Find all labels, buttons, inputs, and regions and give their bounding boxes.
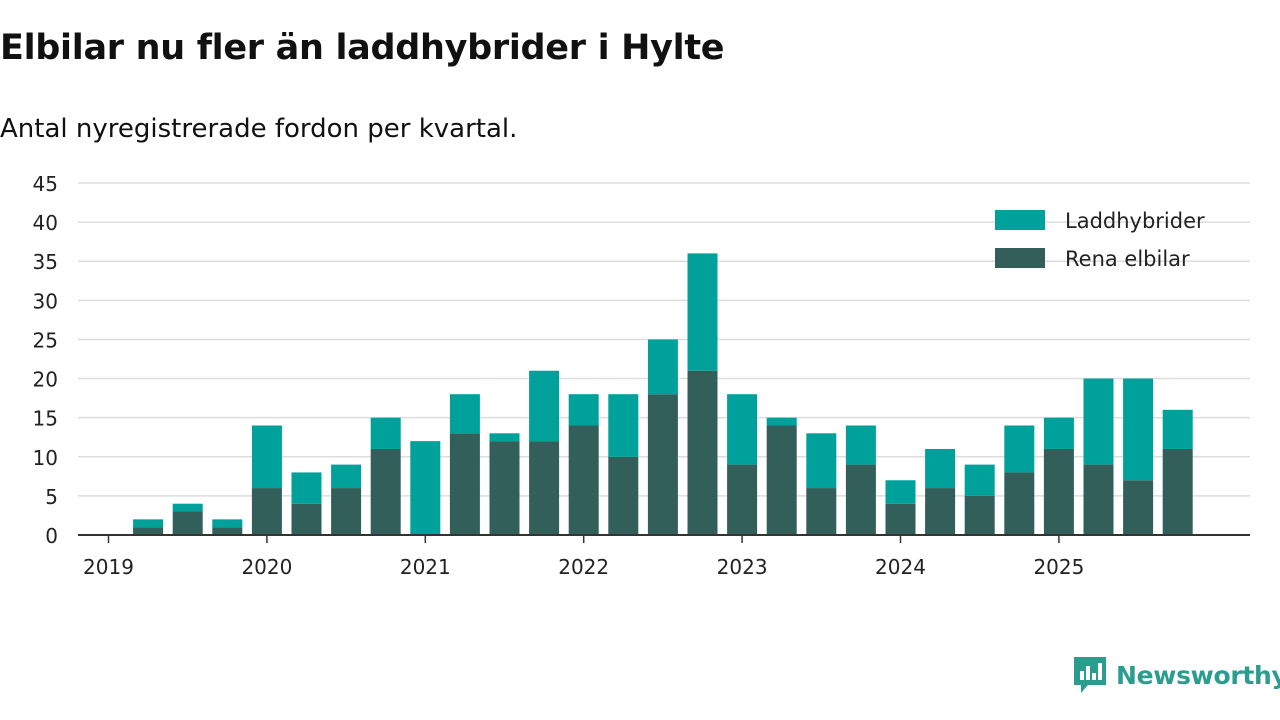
bar-rena-elbilar [1004,472,1035,535]
bar-rena-elbilar [529,441,560,535]
bar-rena-elbilar [251,488,282,535]
bar-rena-elbilar [172,511,203,535]
bar-rena-elbilar [489,441,520,535]
bar-laddhybrider [489,433,520,442]
bar-rena-elbilar [1123,480,1154,535]
bar-laddhybrider [1123,378,1154,481]
x-tick-label: 2022 [558,555,609,579]
bar-laddhybrider [647,339,678,395]
bar-laddhybrider [370,417,401,449]
bar-laddhybrider [133,519,164,528]
y-tick-label: 35 [33,250,58,274]
chart-subtitle: Antal nyregistrerade fordon per kvartal. [0,114,518,144]
y-tick-label: 10 [33,446,58,470]
bar-laddhybrider [568,394,599,426]
bar-laddhybrider [449,394,480,434]
y-tick-label: 5 [45,485,58,509]
x-tick-label: 2025 [1033,555,1084,579]
newsworthy-logo-icon [1074,657,1106,693]
legend-label-rena-elbilar: Rena elbilar [1065,247,1190,271]
legend-label-laddhybrider: Laddhybrider [1065,209,1205,233]
bar-laddhybrider [1083,378,1114,465]
x-tick-label: 2024 [875,555,926,579]
bar-laddhybrider [608,394,639,457]
bar-rena-elbilar [133,527,164,535]
bar-laddhybrider [172,503,203,512]
chart-title: Elbilar nu fler än laddhybrider i Hylte [0,28,725,68]
y-tick-label: 15 [33,407,58,431]
bar-laddhybrider [806,433,837,489]
bar-rena-elbilar [766,425,797,535]
bar-rena-elbilar [806,488,837,535]
y-tick-label: 0 [45,524,58,548]
bar-laddhybrider [529,370,560,442]
legend-swatch-rena-elbilar [995,248,1045,268]
x-tick-label: 2019 [83,555,134,579]
legend: Laddhybrider Rena elbilar [995,209,1205,271]
bar-laddhybrider [727,394,758,465]
bar-laddhybrider [925,448,956,489]
bar-rena-elbilar [449,433,480,535]
bar-rena-elbilar [291,503,322,535]
bar-laddhybrider [885,480,916,504]
bar-rena-elbilar [370,448,401,535]
bar-laddhybrider [212,519,243,528]
bar-laddhybrider [331,464,362,489]
y-tick-label: 25 [33,328,58,352]
bar-rena-elbilar [331,488,362,535]
bar-rena-elbilar [1083,464,1114,535]
bar-rena-elbilar [608,456,639,535]
bar-rena-elbilar [1162,448,1193,535]
x-tick-label: 2020 [241,555,292,579]
legend-swatch-laddhybrider [995,210,1045,230]
brand-name: Newsworthy [1116,660,1280,690]
y-tick-label: 45 [33,172,58,196]
brand-logo: Newsworthy [1072,655,1280,695]
x-tick-label: 2021 [400,555,451,579]
bar-rena-elbilar [885,503,916,535]
bar-laddhybrider [1004,425,1035,473]
bar-rena-elbilar [964,495,995,535]
bar-rena-elbilar [687,370,718,535]
y-tick-label: 30 [33,289,58,313]
bar-laddhybrider [687,253,718,371]
bar-laddhybrider [251,425,282,489]
bar-rena-elbilar [212,527,243,535]
bar-laddhybrider [964,464,995,496]
bars [133,253,1193,535]
bar-rena-elbilar [647,394,678,535]
bar-laddhybrider [291,472,322,504]
bar-laddhybrider [1043,417,1074,449]
bar-rena-elbilar [1043,448,1074,535]
bar-rena-elbilar [925,488,956,535]
bar-laddhybrider [845,425,876,465]
bar-laddhybrider [410,441,441,535]
bar-rena-elbilar [845,464,876,535]
y-tick-label: 20 [33,368,58,392]
bar-rena-elbilar [568,425,599,535]
bar-rena-elbilar [727,464,758,535]
x-tick-label: 2023 [717,555,768,579]
y-tick-label: 40 [33,211,58,235]
bar-laddhybrider [766,417,797,426]
bar-laddhybrider [1162,409,1193,449]
